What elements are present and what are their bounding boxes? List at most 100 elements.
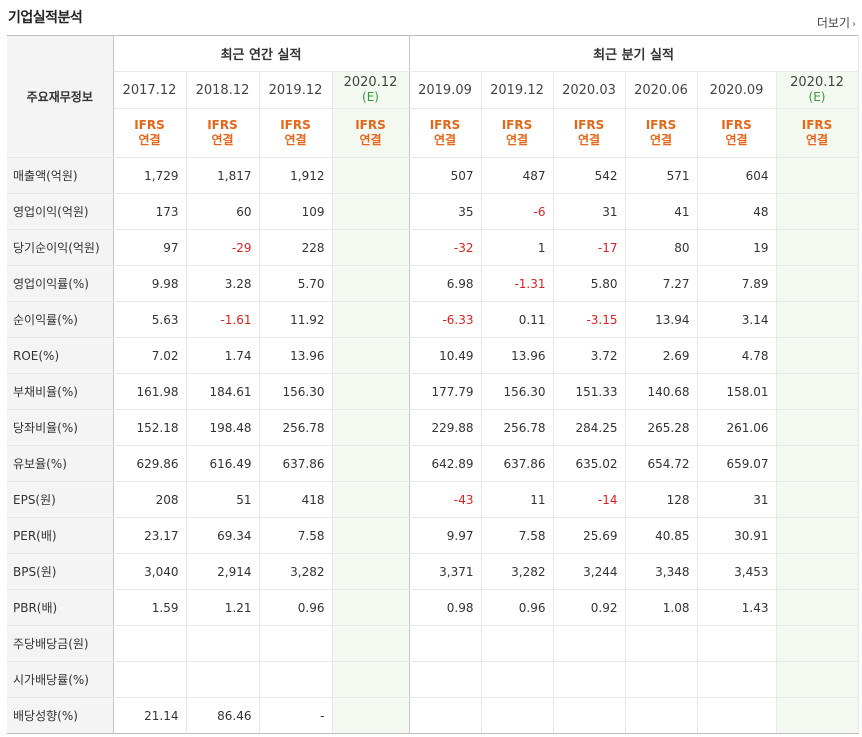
consolidated-label: 연결: [649, 133, 673, 147]
table-cell: [332, 481, 410, 518]
ifrs-label: IFRS: [355, 118, 386, 132]
table-cell: 198.48: [186, 409, 260, 446]
table-cell: [625, 625, 698, 662]
ifrs-basis-link[interactable]: IFRS 연결: [697, 108, 777, 158]
table-cell: [625, 697, 698, 734]
table-cell: 40.85: [625, 517, 698, 554]
ifrs-label: IFRS: [429, 118, 461, 132]
ifrs-label: IFRS: [501, 118, 533, 132]
period-header: 2018.12: [186, 71, 260, 109]
table-row: PBR(배) 1.59 1.21 0.96 0.98 0.96 0.92 1.08 1.43: [7, 589, 859, 626]
period-label: 2019.12: [490, 82, 544, 98]
table-cell: 616.49: [186, 445, 260, 482]
table-cell: 265.28: [625, 409, 698, 446]
table-cell: 69.34: [186, 517, 260, 554]
table-cell: [332, 553, 410, 590]
table-cell: 1.21: [186, 589, 260, 626]
table-cell: [332, 373, 410, 410]
table-cell: 6.98: [409, 265, 482, 302]
table-cell: 3,282: [481, 553, 554, 590]
table-cell: -14: [553, 481, 626, 518]
table-row: 주당배당금(원): [7, 625, 859, 662]
table-cell: 228: [259, 229, 333, 266]
ifrs-basis-link[interactable]: IFRS 연결: [481, 108, 554, 158]
table-cell: 284.25: [553, 409, 626, 446]
table-cell: 256.78: [259, 409, 333, 446]
table-row: 배당성향(%) 21.14 86.46-: [7, 697, 859, 734]
row-label: 순이익률(%): [7, 301, 114, 338]
period-header: 2019.12: [259, 71, 333, 109]
table-cell: [697, 661, 777, 698]
table-cell: [332, 265, 410, 302]
table-cell: [776, 445, 859, 482]
table-row: 순이익률(%) 5.63 -1.61 11.92 -6.33 0.11 -3.15 13.94…: [7, 301, 859, 338]
table-cell: 11: [481, 481, 554, 518]
ifrs-basis-link[interactable]: IFRS 연결: [409, 108, 482, 158]
table-cell: [625, 661, 698, 698]
table-cell: 5.63: [113, 301, 187, 338]
period-header: 2020.09: [697, 71, 777, 109]
table-cell: 1.43: [697, 589, 777, 626]
table-cell: [332, 517, 410, 554]
table-cell: -6: [481, 193, 554, 230]
ifrs-basis-link[interactable]: IFRS 연결: [259, 108, 333, 158]
table-cell: [332, 337, 410, 374]
table-cell: 604: [697, 157, 777, 194]
table-cell: 3,040: [113, 553, 187, 590]
table-cell: [776, 265, 859, 302]
estimate-mark: (E): [362, 90, 379, 104]
table-cell: 208: [113, 481, 187, 518]
table-cell: [776, 553, 859, 590]
row-label: 영업이익률(%): [7, 265, 114, 302]
table-cell: 13.96: [481, 337, 554, 374]
table-cell: 635.02: [553, 445, 626, 482]
table-cell: [409, 625, 482, 662]
table-cell: 86.46: [186, 697, 260, 734]
table-cell: 184.61: [186, 373, 260, 410]
consolidated-label: 연결: [805, 133, 829, 147]
table-cell: 156.30: [481, 373, 554, 410]
table-cell: 542: [553, 157, 626, 194]
table-cell: 31: [553, 193, 626, 230]
table-cell: 3,282: [259, 553, 333, 590]
table-cell: 151.33: [553, 373, 626, 410]
table-cell: 161.98: [113, 373, 187, 410]
table-cell: [776, 373, 859, 410]
table-cell: [113, 661, 187, 698]
ifrs-label: IFRS: [801, 118, 833, 132]
table-cell: 128: [625, 481, 698, 518]
more-link[interactable]: 더보기 ›: [817, 14, 856, 31]
ifrs-basis-link[interactable]: IFRS 연결: [776, 108, 859, 158]
table-cell: 3.72: [553, 337, 626, 374]
row-label: 매출액(억원): [7, 157, 114, 194]
ifrs-basis-link[interactable]: IFRS 연결: [625, 108, 698, 158]
period-label: 2020.06: [634, 82, 688, 98]
ifrs-basis-link[interactable]: IFRS 연결: [553, 108, 626, 158]
row-label: PER(배): [7, 517, 114, 554]
table-cell: 31: [697, 481, 777, 518]
table-cell: 0.98: [409, 589, 482, 626]
ifrs-basis-link[interactable]: IFRS 연결: [186, 108, 260, 158]
consolidated-label: 연결: [505, 133, 529, 147]
period-header: 2020.12 (E): [776, 71, 859, 109]
table-cell: [776, 589, 859, 626]
table-cell: [186, 625, 260, 662]
table-cell: 3,244: [553, 553, 626, 590]
table-cell: 3.28: [186, 265, 260, 302]
table-cell: 637.86: [481, 445, 554, 482]
table-cell: 97: [113, 229, 187, 266]
table-cell: [776, 193, 859, 230]
consolidated-label: 연결: [577, 133, 601, 147]
period-header: 2020.06: [625, 71, 698, 109]
ifrs-basis-link[interactable]: IFRS 연결: [332, 108, 410, 158]
ifrs-basis-link[interactable]: IFRS 연결: [113, 108, 187, 158]
table-cell: [776, 409, 859, 446]
table-cell: -17: [553, 229, 626, 266]
row-label: 배당성향(%): [7, 697, 114, 734]
table-cell: -1.31: [481, 265, 554, 302]
table-cell: 229.88: [409, 409, 482, 446]
table-row: 당좌비율(%) 152.18 198.48 256.78 229.88 256.78 284…: [7, 409, 859, 446]
table-row: 당기순이익(억원) 97 -29 228 -32 1 -17 80 19: [7, 229, 859, 266]
financial-table: 주요재무정보 최근 연간 실적 최근 분기 실적 2017.12 2018.12 2019…: [7, 35, 859, 734]
table-cell: 158.01: [697, 373, 777, 410]
